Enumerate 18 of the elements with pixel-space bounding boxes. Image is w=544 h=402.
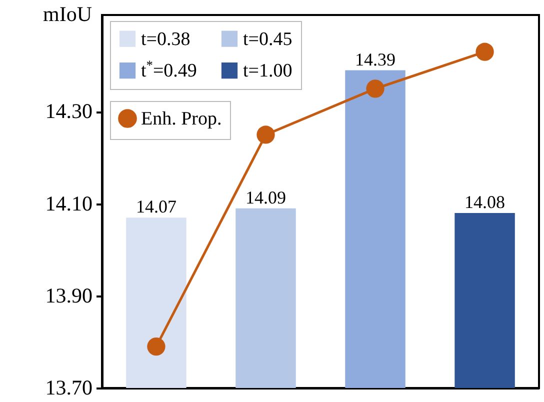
data-label: 14.08 (464, 192, 506, 212)
point (476, 42, 494, 61)
y-tick-label: 14.30 (45, 99, 92, 124)
legend-label: t=0.38 (141, 28, 190, 50)
point (256, 126, 275, 144)
y-tick-label: 14.10 (45, 191, 92, 216)
legend-label: t$^{*}$=0.49 (141, 57, 197, 82)
legend-label: t=1.00 (243, 60, 292, 82)
y-tick-label: 13.90 (45, 283, 92, 308)
y-axis-title: mIoU (43, 2, 92, 26)
data-label: 14.39 (355, 49, 396, 70)
legend-label: Enh. Prop. (141, 108, 222, 130)
point (147, 337, 166, 356)
y-tick-label: 13.70 (45, 376, 92, 400)
point (366, 80, 384, 98)
data-label: 14.09 (245, 187, 286, 208)
data-label: 14.07 (136, 196, 176, 217)
legend-label: t=0.45 (243, 28, 292, 50)
